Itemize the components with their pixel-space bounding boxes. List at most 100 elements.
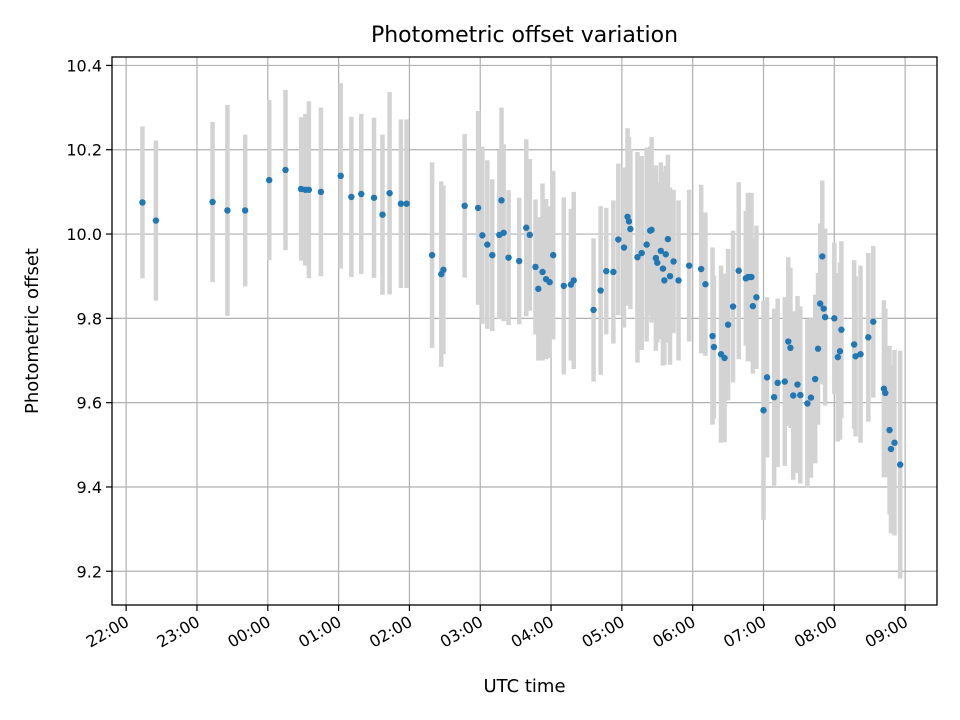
data-point — [659, 265, 667, 272]
data-point — [664, 235, 672, 243]
data-point — [852, 353, 859, 360]
data-point — [814, 345, 822, 352]
data-point — [440, 266, 447, 274]
data-point — [721, 354, 728, 362]
data-point — [820, 305, 827, 312]
data-point — [697, 265, 705, 273]
data-point — [590, 306, 597, 314]
data-point — [774, 379, 781, 387]
data-point — [546, 278, 553, 286]
data-point — [807, 394, 815, 401]
data-point — [348, 193, 355, 201]
y-tick-label: 9.6 — [77, 394, 102, 413]
data-point — [882, 389, 889, 397]
x-tick-label: 23:00 — [154, 612, 203, 652]
data-point — [479, 232, 486, 239]
data-point — [627, 225, 634, 233]
data-point — [661, 277, 668, 284]
data-point — [865, 334, 872, 341]
data-point — [603, 267, 610, 275]
data-point — [709, 332, 716, 340]
data-point — [675, 277, 682, 284]
x-axis: 22:00 23:00 00:00 01:00 02:00 03:00 04:00 05:00… — [83, 605, 911, 652]
data-point — [790, 392, 797, 399]
x-tick-label: 00:00 — [224, 612, 273, 652]
data-point — [887, 445, 895, 453]
x-tick-label: 04:00 — [508, 612, 557, 652]
data-point — [749, 302, 757, 310]
y-tick-label: 10.2 — [66, 141, 102, 160]
data-point — [821, 313, 829, 321]
data-point — [615, 236, 622, 243]
y-tick-label: 10.0 — [66, 225, 102, 244]
data-point — [850, 341, 858, 348]
data-point — [500, 229, 507, 236]
data-point — [834, 353, 842, 361]
x-tick-label: 08:00 — [791, 612, 840, 652]
x-tick-label: 02:00 — [366, 612, 415, 652]
x-tick-label: 03:00 — [437, 612, 486, 652]
data-point — [403, 200, 410, 207]
data-point — [735, 267, 742, 274]
data-point — [787, 344, 794, 352]
data-point — [781, 378, 788, 385]
data-point — [539, 268, 546, 276]
data-point — [560, 282, 568, 290]
data-point — [648, 226, 655, 234]
data-point — [857, 350, 864, 358]
data-point — [152, 217, 160, 224]
data-point — [657, 247, 665, 255]
data-point — [702, 281, 709, 288]
x-tick-label: 22:00 — [83, 612, 132, 652]
data-point — [317, 188, 325, 196]
chart-title: Photometric offset variation — [371, 23, 678, 48]
y-tick-label: 9.2 — [77, 562, 102, 581]
data-point — [670, 258, 677, 265]
data-point — [748, 273, 755, 281]
plot-frame — [111, 56, 938, 606]
data-point — [816, 300, 824, 307]
data-point — [489, 251, 496, 259]
data-point — [811, 375, 819, 383]
x-tick-label: 07:00 — [720, 612, 769, 652]
data-point — [763, 374, 771, 381]
error-bars — [140, 83, 903, 579]
x-tick-label: 01:00 — [295, 612, 344, 652]
y-axis: 9.2 9.4 9.6 9.8 10.0 10.2 10.4 — [66, 56, 112, 581]
data-point — [785, 338, 792, 345]
data-point — [461, 202, 468, 210]
data-point — [282, 166, 289, 174]
data-point — [610, 268, 617, 276]
data-point — [886, 426, 893, 434]
data-point — [685, 262, 693, 269]
data-point — [724, 321, 732, 328]
data-point — [620, 244, 628, 251]
data-point — [474, 204, 482, 212]
data-point — [241, 207, 249, 214]
data-point — [428, 251, 436, 259]
data-point — [505, 254, 512, 261]
data-point — [549, 251, 557, 259]
data-point — [836, 348, 844, 355]
data-point — [337, 172, 344, 180]
data-point — [804, 400, 811, 407]
data-point — [638, 249, 645, 257]
data-point — [729, 303, 737, 310]
data-point — [535, 285, 542, 293]
data-point — [634, 254, 641, 261]
data-point — [753, 294, 760, 301]
data-point — [523, 224, 530, 231]
data-point — [305, 186, 313, 193]
data-point — [526, 231, 534, 239]
data-point — [797, 391, 804, 399]
data-points — [139, 166, 904, 468]
data-point — [379, 211, 386, 218]
data-point — [870, 318, 877, 325]
data-point — [532, 263, 539, 271]
data-point — [643, 241, 650, 248]
data-point — [139, 199, 146, 206]
data-point — [484, 241, 491, 248]
data-point — [819, 253, 826, 260]
x-axis-label: UTC time — [483, 676, 565, 697]
